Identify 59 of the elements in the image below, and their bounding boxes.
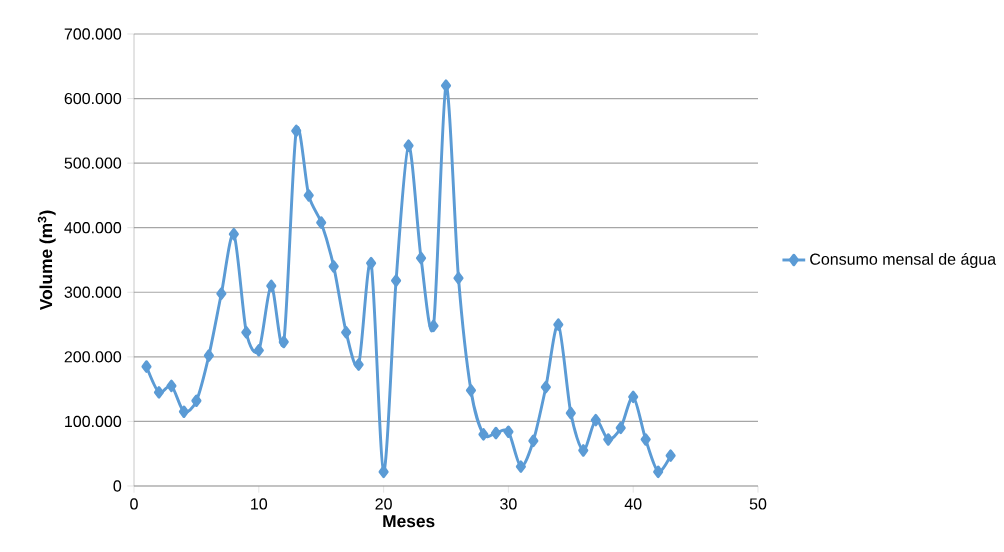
x-axis-title: Meses xyxy=(383,515,435,528)
point xyxy=(553,318,564,331)
point xyxy=(353,358,364,371)
point xyxy=(228,227,239,241)
x-tick-label: 20 xyxy=(375,498,392,510)
point xyxy=(141,360,152,373)
point xyxy=(316,216,327,229)
y-tick-label: 600.000 xyxy=(64,92,122,105)
point xyxy=(266,279,277,293)
point xyxy=(328,260,339,273)
point xyxy=(490,426,501,440)
point xyxy=(615,421,626,435)
x-tick-label: 30 xyxy=(500,498,517,510)
x-tick-label: 0 xyxy=(130,498,138,510)
point xyxy=(216,287,227,300)
point xyxy=(628,390,639,404)
point xyxy=(453,271,464,285)
point xyxy=(366,256,377,270)
point xyxy=(640,433,651,446)
point xyxy=(565,406,576,420)
point xyxy=(528,434,539,448)
point xyxy=(391,274,402,287)
y-tick-label: 100.000 xyxy=(65,415,122,428)
point xyxy=(478,428,489,441)
point xyxy=(465,384,477,397)
point xyxy=(428,319,439,333)
point xyxy=(665,449,676,462)
x-tick-label: 40 xyxy=(624,498,642,510)
point xyxy=(341,326,352,339)
point xyxy=(578,444,589,457)
point xyxy=(278,335,289,349)
y-tick-label: 200.000 xyxy=(64,351,122,363)
x-tick-label: 10 xyxy=(251,498,268,510)
legend-label: Consumo mensal de água xyxy=(810,252,997,268)
y-tick-label: 700.000 xyxy=(64,28,122,40)
point xyxy=(203,349,214,362)
point xyxy=(603,433,614,446)
y-tick-label: 500.000 xyxy=(64,157,122,169)
point xyxy=(653,465,664,479)
point xyxy=(253,344,264,357)
y-axis-title: Volume (m$^{3}$) xyxy=(37,210,56,311)
point xyxy=(241,326,252,339)
y-tick-label: 0 xyxy=(113,480,122,492)
point xyxy=(540,380,551,394)
point xyxy=(303,189,314,202)
point xyxy=(590,413,601,427)
point xyxy=(191,394,202,408)
point xyxy=(515,460,526,473)
point xyxy=(291,124,302,138)
point xyxy=(153,386,165,399)
point xyxy=(403,139,414,152)
point xyxy=(378,465,389,479)
y-tick-label: 300.000 xyxy=(64,286,122,298)
point xyxy=(415,251,427,265)
point xyxy=(166,379,177,393)
x-tick-label: 50 xyxy=(749,498,767,510)
point xyxy=(178,405,189,418)
point xyxy=(503,425,514,439)
y-tick-label: 400.000 xyxy=(64,222,122,234)
